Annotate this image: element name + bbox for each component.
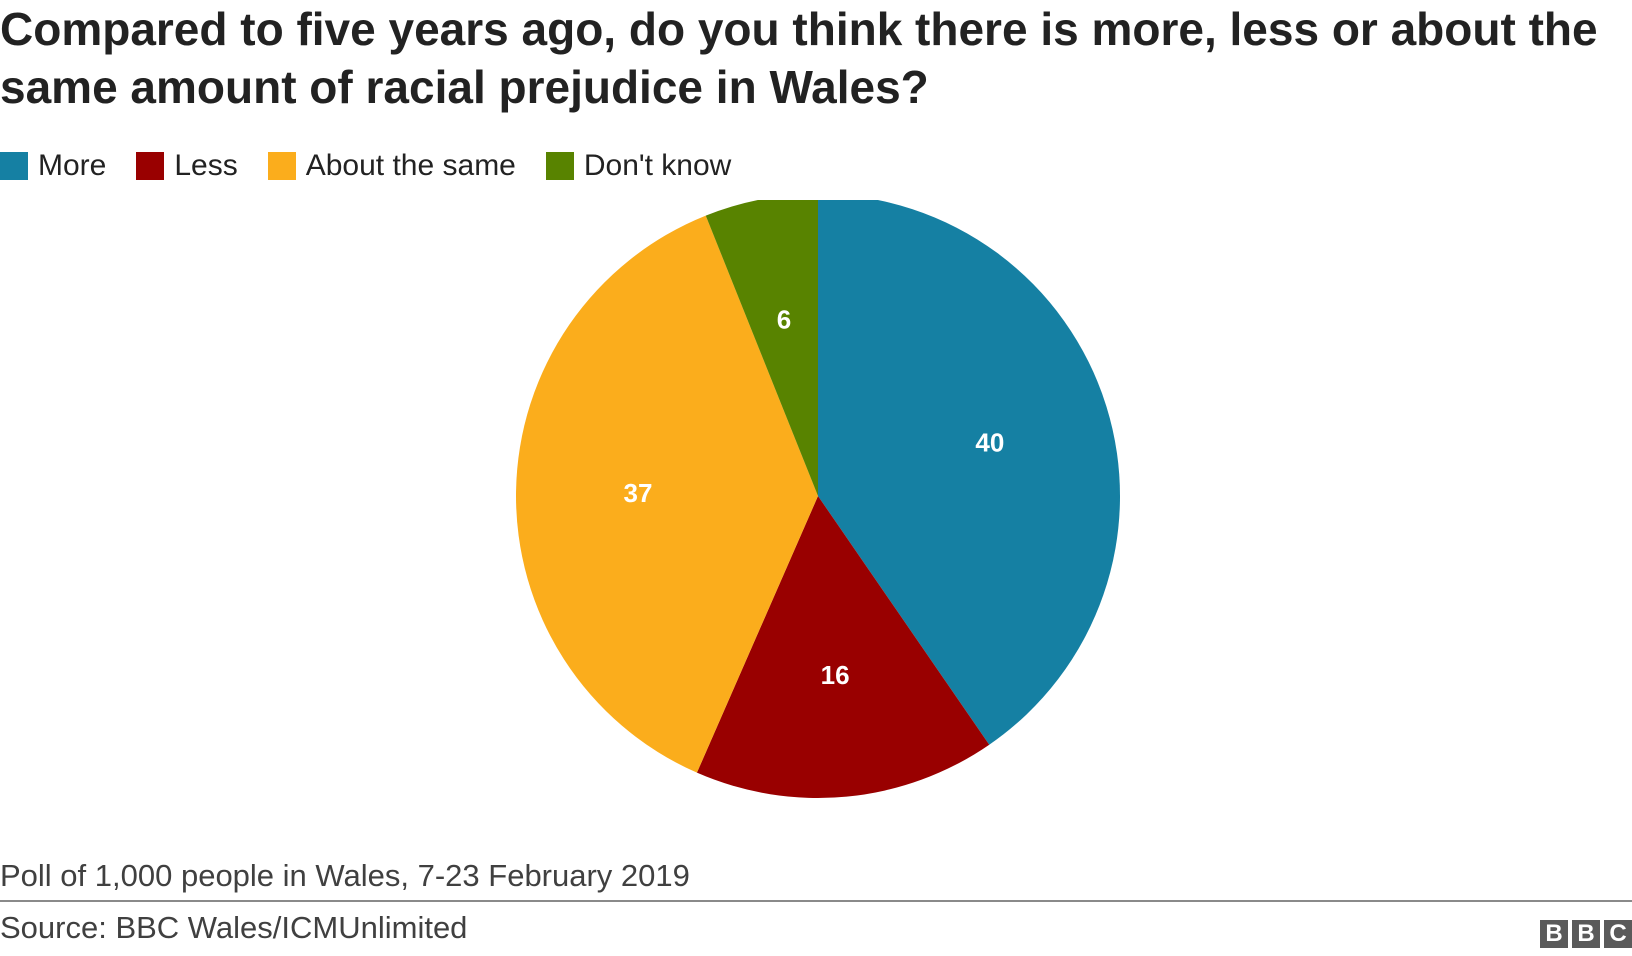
legend-label-more: More bbox=[38, 149, 107, 182]
logo-letter: C bbox=[1604, 920, 1632, 948]
legend-swatch-dont-know bbox=[545, 152, 574, 180]
legend-item-dont-know: Don't know bbox=[545, 149, 732, 183]
logo-letter: B bbox=[1540, 920, 1568, 948]
footnote: Poll of 1,000 people in Wales, 7-23 Febr… bbox=[0, 858, 690, 893]
pie-slice-more bbox=[818, 200, 1120, 745]
divider bbox=[0, 900, 1632, 902]
legend: More Less About the same Don't know bbox=[0, 146, 761, 186]
legend-swatch-less bbox=[136, 152, 165, 180]
pie-labels: 40 16 37 6 bbox=[624, 304, 1005, 690]
data-label-less: 16 bbox=[821, 660, 850, 690]
pie-chart: 40 16 37 6 bbox=[516, 200, 1120, 798]
data-label-about-the-same: 37 bbox=[624, 478, 653, 508]
pie-slice-dont-know bbox=[705, 200, 818, 496]
legend-swatch-more bbox=[0, 152, 28, 180]
legend-item-less: Less bbox=[136, 149, 238, 183]
logo-letter: B bbox=[1572, 920, 1600, 948]
pie-slice-about-the-same bbox=[516, 215, 818, 773]
legend-label-dont-know: Don't know bbox=[583, 149, 732, 182]
legend-item-more: More bbox=[0, 149, 106, 183]
chart-title: Compared to five years ago, do you think… bbox=[0, 3, 1598, 113]
data-label-dont-know: 6 bbox=[777, 304, 791, 334]
data-label-more: 40 bbox=[975, 428, 1004, 458]
bbc-logo: B B C bbox=[1536, 920, 1632, 948]
legend-label-less: Less bbox=[174, 149, 238, 182]
pie-slice-less bbox=[696, 496, 990, 798]
legend-swatch-about-the-same bbox=[267, 152, 296, 180]
pie-slices bbox=[516, 200, 1120, 798]
source-note: Source: BBC Wales/ICMUnlimited bbox=[0, 910, 468, 945]
legend-label-about-the-same: About the same bbox=[305, 149, 516, 182]
legend-item-about-the-same: About the same bbox=[267, 149, 516, 183]
